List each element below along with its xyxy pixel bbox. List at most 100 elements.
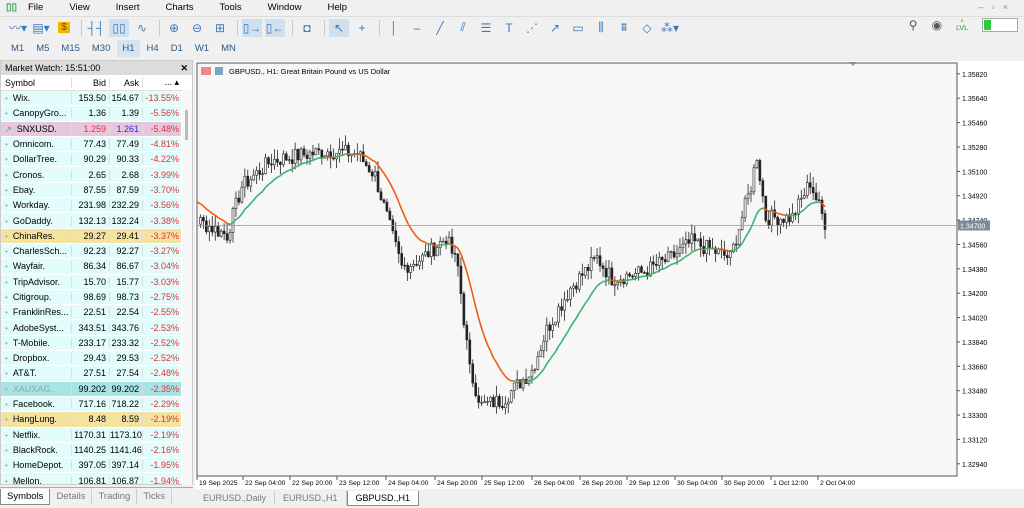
menu-charts[interactable]: Charts (165, 2, 194, 13)
market-watch-row[interactable]: ↗ SNXUSD. 1.259 1.261 -5.48% (1, 121, 181, 137)
market-watch-row[interactable]: • Mellon. 106.81 106.87 -1.94% (1, 473, 181, 484)
chart-tab[interactable]: EURUSD.,Daily (195, 491, 276, 505)
window-controls[interactable]: –▫× (978, 2, 1016, 12)
app-logo-icon: ▯▯ (6, 1, 18, 13)
cursor-button[interactable]: ↖ (329, 18, 349, 37)
auto-scroll-button[interactable]: ▯→ (242, 18, 262, 37)
market-watch-row[interactable]: • Netflix. 1170.31 1173.10 -2.19% (1, 427, 181, 443)
moving-average-segment (460, 253, 465, 263)
trendline-button[interactable]: ╱ (430, 19, 450, 37)
market-watch-row[interactable]: • AT&T. 27.51 27.54 -2.48% (1, 366, 181, 382)
market-watch-row[interactable]: • XAUXAG. 99.202 99.202 -2.35% (1, 381, 181, 397)
timeframe-h1[interactable]: H1 (117, 40, 140, 57)
timeframe-w1[interactable]: W1 (194, 43, 210, 54)
market-watch-row[interactable]: • AdobeSyst... 343.51 343.76 -2.53% (1, 320, 181, 336)
market-watch-row[interactable]: • Cronos. 2.65 2.68 -3.99% (1, 167, 181, 183)
fibo-fan-button[interactable]: ⋰ (522, 19, 542, 37)
tab-symbols[interactable]: Symbols (0, 488, 51, 505)
account-icon[interactable]: ◉ (931, 18, 943, 32)
bar-chart-button[interactable]: ┤┤ (86, 19, 106, 37)
candle-body (231, 208, 235, 233)
menu-window[interactable]: Window (267, 2, 302, 13)
dollar-button[interactable]: $ (54, 19, 74, 37)
rectangle-button[interactable]: ▭ (568, 19, 588, 37)
market-watch-row[interactable]: • BlackRock. 1140.25 1141.46 -2.16% (1, 442, 181, 459)
timeframe-m5[interactable]: M5 (36, 43, 50, 54)
chart-tab[interactable]: EURUSD.,H1 (275, 491, 347, 505)
close-icon[interactable]: ✕ (180, 62, 188, 73)
col-bid[interactable]: Bid (71, 77, 109, 88)
tab-details[interactable]: Details (50, 489, 93, 504)
market-watch-row[interactable]: • CanopyGro... 1.36 1.39 -5.56% (1, 106, 181, 122)
market-watch-row[interactable]: • HomeDepot. 397.05 397.14 -1.95% (1, 458, 181, 474)
zoom-out-button[interactable]: ⊖ (187, 19, 207, 37)
market-watch-row[interactable]: • Facebook. 717.16 718.22 -2.29% (1, 396, 181, 413)
market-watch-row[interactable]: • T-Mobile. 233.17 233.32 -2.52% (1, 335, 181, 352)
crosshair-button[interactable]: + (352, 19, 372, 37)
menu-file[interactable]: File (28, 2, 44, 13)
col-ask[interactable]: Ask (109, 77, 142, 88)
market-watch-row[interactable]: • Wayfair. 86.34 86.67 -3.04% (1, 259, 181, 275)
search-icon[interactable]: ⚲ (908, 18, 918, 32)
moving-average-segment (259, 190, 264, 195)
market-watch-row[interactable]: • DollarTree. 90.29 90.33 -4.22% (1, 152, 181, 168)
candle-body (210, 226, 214, 233)
market-watch-scrollbar[interactable] (182, 90, 192, 485)
market-watch-row[interactable]: • Workday. 231.98 232.29 -3.56% (1, 198, 181, 214)
ellipse-button[interactable]: ◇ (637, 19, 657, 37)
candle-body (504, 403, 507, 408)
market-watch-row[interactable]: • HangLung. 8.48 8.59 -2.19% (1, 412, 181, 428)
menu-view[interactable]: View (69, 2, 90, 13)
x-tick-label: 25 Sep 12:00 (484, 480, 525, 487)
scrollbar-thumb[interactable] (185, 110, 188, 140)
chart-tab[interactable]: GBPUSD.,H1 (346, 490, 420, 506)
market-watch-row[interactable]: • Dropbox. 29.43 29.53 -2.52% (1, 351, 181, 367)
arrow-button[interactable]: ↗ (545, 19, 565, 37)
tab-ticks[interactable]: Ticks (137, 489, 173, 504)
candlestick-button[interactable]: ▯▯ (109, 18, 129, 37)
moving-average-segment (712, 247, 716, 250)
timeframe-m15[interactable]: M15 (61, 43, 80, 54)
zoom-in-button[interactable]: ⊕ (164, 19, 184, 37)
tab-trading[interactable]: Trading (92, 489, 138, 504)
text-button[interactable]: T (499, 19, 519, 37)
market-watch-row[interactable]: • Omnicom. 77.43 77.49 -4.81% (1, 136, 181, 153)
line-button[interactable]: ∿ (132, 19, 152, 37)
timeframe-m30[interactable]: M30 (91, 43, 111, 54)
market-watch-row[interactable]: • Citigroup. 98.69 98.73 -2.75% (1, 289, 181, 306)
col-symbol[interactable]: Symbol (5, 77, 36, 88)
menu-tools[interactable]: Tools (219, 2, 242, 13)
fibonacci-button[interactable]: ☰ (476, 19, 496, 37)
market-watch-row[interactable]: • CharlesSch... 92.23 92.27 -3.27% (1, 243, 181, 260)
menu-help[interactable]: Help (327, 2, 348, 13)
chart-shift-marker-icon[interactable] (850, 62, 856, 66)
shapes-button[interactable]: ⁂▾ (660, 19, 680, 37)
candle-body (592, 257, 596, 259)
timeframe-mn[interactable]: MN (221, 43, 236, 54)
symbol-cell: • GoDaddy. (1, 216, 71, 226)
col-change[interactable]: ... ▴ (142, 77, 181, 88)
market-watch-row[interactable]: • FranklinRes... 22.51 22.54 -2.55% (1, 305, 181, 321)
chart-template-button[interactable]: ▤▾ (31, 19, 51, 37)
gann-button[interactable]: ⩩ (614, 19, 634, 37)
market-watch-row[interactable]: • Ebay. 87.55 87.59 -3.70% (1, 182, 181, 199)
candle-body (347, 144, 350, 157)
chart-shift-button[interactable]: ▯← (265, 18, 285, 37)
market-watch-row[interactable]: • Wix. 153.50 154.67 -13.55% (1, 91, 181, 107)
horizontal-line-button[interactable]: – (407, 19, 427, 37)
timeframe-h4[interactable]: H4 (146, 43, 159, 54)
equidistant-channel-button[interactable]: ⫽ (453, 19, 473, 37)
timeframe-m1[interactable]: M1 (11, 43, 25, 54)
market-watch-row[interactable]: • ChinaRes. 29.27 29.41 -3.37% (1, 228, 181, 244)
market-watch-row[interactable]: • GoDaddy. 132.13 132.24 -3.38% (1, 213, 181, 229)
andrews-pitchfork-button[interactable]: ⫼ (591, 19, 611, 37)
timeframe-d1[interactable]: D1 (170, 43, 183, 54)
market-watch-row[interactable]: • TripAdvisor. 15.70 15.77 -3.03% (1, 274, 181, 290)
horizontal-line-icon: – (413, 20, 421, 35)
screenshot-button[interactable]: ◘ (297, 19, 317, 37)
tile-windows-button[interactable]: ⊞ (210, 19, 230, 37)
menu-insert[interactable]: Insert (115, 2, 140, 13)
vertical-line-button[interactable]: │ (384, 19, 404, 37)
line-chart-button[interactable]: 〰▾ (8, 19, 28, 37)
price-chart[interactable]: GBPUSD., H1: Great Britain Pound vs US D… (195, 61, 1024, 489)
